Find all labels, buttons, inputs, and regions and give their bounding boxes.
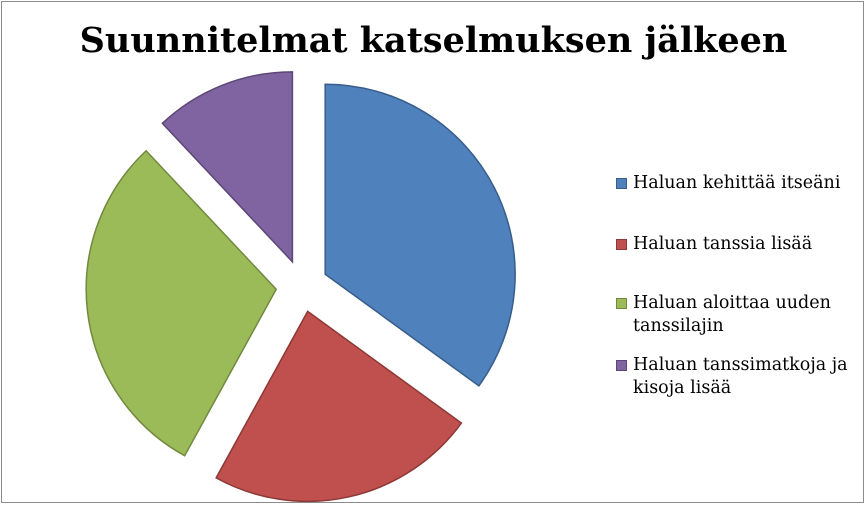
legend-label: Haluan tanssimatkoja ja kisoja lisää xyxy=(633,355,848,398)
legend-item: Haluan tanssimatkoja ja kisoja lisää xyxy=(616,354,856,400)
pie-slice-1 xyxy=(324,83,516,387)
pie-slice-4 xyxy=(161,71,294,264)
legend-label: Haluan aloittaa uuden tanssilajin xyxy=(633,293,831,336)
chart-title: Suunnitelmat katselmuksen jälkeen xyxy=(79,20,788,61)
legend-label: Haluan kehittää itseäni xyxy=(633,173,841,193)
pie-slice-3 xyxy=(85,149,278,457)
legend-swatch xyxy=(616,360,627,371)
pie-slice-2 xyxy=(215,310,463,503)
legend-swatch xyxy=(616,178,627,189)
legend-item: Haluan kehittää itseäni xyxy=(616,172,856,195)
legend-swatch xyxy=(616,239,627,250)
legend-swatch xyxy=(616,298,627,309)
legend-item: Haluan tanssia lisää xyxy=(616,233,856,256)
legend-item: Haluan aloittaa uuden tanssilajin xyxy=(616,292,856,338)
legend-label: Haluan tanssia lisää xyxy=(633,234,813,254)
